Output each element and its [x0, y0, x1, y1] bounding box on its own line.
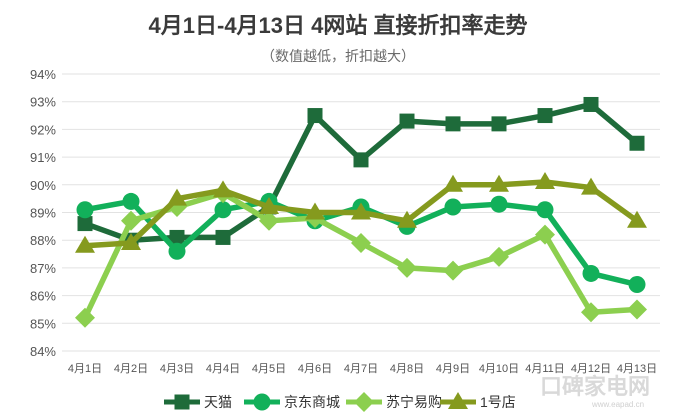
- data-point: [259, 196, 279, 214]
- data-point: [76, 201, 94, 219]
- legend-item: 苏宁易购: [346, 392, 442, 412]
- data-point: [351, 202, 371, 220]
- x-tick-label: 4月6日: [298, 363, 332, 375]
- data-point: [168, 242, 186, 260]
- y-tick-label: 89%: [30, 206, 56, 221]
- legend-marker: [354, 392, 374, 412]
- data-point: [122, 192, 140, 210]
- x-tick-label: 4月2日: [114, 363, 148, 375]
- data-point: [627, 299, 647, 320]
- legend-item: 天猫: [164, 394, 232, 410]
- legend-marker: [174, 394, 190, 410]
- legend-item: 1号店: [440, 392, 516, 410]
- legend-label: 1号店: [480, 394, 516, 410]
- legend-label: 天猫: [204, 394, 232, 410]
- data-point: [628, 276, 646, 294]
- data-point: [581, 302, 601, 323]
- data-point: [213, 180, 233, 198]
- data-point: [397, 210, 417, 228]
- legend: 天猫 京东商城 苏宁易购 1号店: [164, 392, 516, 412]
- data-point: [444, 198, 462, 216]
- y-tick-label: 94%: [30, 67, 56, 82]
- data-point: [351, 232, 371, 253]
- data-point: [535, 172, 555, 190]
- x-tick-label: 4月12日: [571, 363, 611, 375]
- data-point: [399, 113, 415, 129]
- legend-item: 京东商城: [244, 393, 340, 411]
- chart-title: 4月1日-4月13日 4网站 直接折扣率走势: [148, 13, 528, 38]
- data-point: [581, 177, 601, 195]
- legend-marker: [448, 392, 468, 409]
- legend-label: 苏宁易购: [386, 394, 442, 410]
- watermark-url: www.eapad.cn: [591, 400, 644, 409]
- data-point: [121, 232, 141, 250]
- data-point: [445, 116, 461, 132]
- y-tick-label: 86%: [30, 289, 56, 304]
- x-tick-label: 4月13日: [617, 363, 657, 375]
- data-point: [536, 201, 554, 219]
- watermark-brand: 口碑家电网: [540, 374, 650, 399]
- y-tick-label: 88%: [30, 233, 56, 248]
- x-tick-label: 4月8日: [390, 363, 424, 375]
- x-tick-label: 4月4日: [206, 363, 240, 375]
- series-3: [75, 172, 647, 253]
- data-point: [75, 235, 95, 253]
- y-tick-label: 85%: [30, 316, 56, 331]
- y-tick-label: 87%: [30, 261, 56, 276]
- data-point: [305, 202, 325, 220]
- data-point: [489, 246, 509, 267]
- data-point: [215, 229, 231, 245]
- data-point: [167, 188, 187, 206]
- data-point: [353, 152, 369, 168]
- data-point: [491, 116, 507, 132]
- data-point: [583, 96, 599, 112]
- x-tick-label: 4月9日: [436, 363, 470, 375]
- y-tick-label: 93%: [30, 95, 56, 110]
- data-point: [443, 174, 463, 192]
- x-axis-ticks: 4月1日 4月2日 4月3日 4月4日 4月5日 4月6日 4月7日 4月8日 4月9日 4月10…: [68, 363, 657, 375]
- data-point: [307, 108, 323, 124]
- y-tick-label: 84%: [30, 344, 56, 359]
- y-tick-label: 91%: [30, 150, 56, 165]
- data-point: [121, 210, 141, 231]
- data-point: [77, 216, 93, 232]
- data-point: [443, 260, 463, 281]
- data-point: [397, 257, 417, 278]
- data-point: [214, 201, 232, 219]
- data-point: [627, 210, 647, 228]
- x-tick-label: 4月11日: [525, 363, 565, 375]
- data-point: [582, 264, 600, 282]
- x-tick-label: 4月5日: [252, 363, 286, 375]
- y-axis-ticks: 84% 85% 86% 87% 88% 89% 90% 91% 92% 93% 94%: [30, 67, 56, 359]
- data-point: [489, 174, 509, 192]
- series-lines: [75, 96, 647, 328]
- legend-marker: [253, 393, 271, 411]
- chart-subtitle: （数值越低，折扣越大）: [261, 48, 415, 64]
- y-tick-label: 92%: [30, 122, 56, 137]
- legend-label: 京东商城: [284, 394, 340, 410]
- x-tick-label: 4月10日: [479, 363, 519, 375]
- x-tick-label: 4月3日: [160, 363, 194, 375]
- x-tick-label: 4月1日: [68, 363, 102, 375]
- data-point: [169, 229, 185, 245]
- data-point: [535, 224, 555, 245]
- data-point: [75, 307, 95, 328]
- data-point: [490, 195, 508, 213]
- data-point: [259, 210, 279, 231]
- data-point: [537, 108, 553, 124]
- x-tick-label: 4月7日: [344, 363, 378, 375]
- data-point: [629, 135, 645, 151]
- watermark: 口碑家电网 www.eapad.cn: [540, 374, 650, 409]
- y-tick-label: 90%: [30, 178, 56, 193]
